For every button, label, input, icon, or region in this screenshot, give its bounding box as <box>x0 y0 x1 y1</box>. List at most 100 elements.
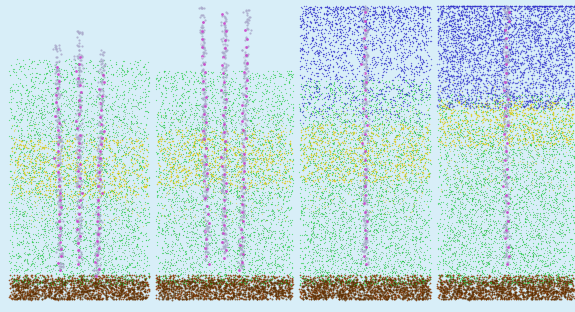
Point <box>434 97 443 102</box>
Point <box>26 96 36 101</box>
Point <box>169 75 178 80</box>
Point <box>400 289 409 294</box>
Point <box>385 230 394 235</box>
Point <box>87 85 97 90</box>
Point <box>131 156 140 161</box>
Point <box>163 292 172 297</box>
Point <box>6 168 16 173</box>
Point <box>478 52 487 57</box>
Point <box>374 101 384 106</box>
Point <box>463 22 472 27</box>
Point <box>24 290 33 295</box>
Point <box>525 222 534 227</box>
Point <box>198 216 207 221</box>
Point <box>273 280 282 285</box>
Point <box>170 186 179 191</box>
Point <box>383 83 392 88</box>
Point <box>526 66 535 71</box>
Point <box>509 76 518 81</box>
Point <box>336 243 346 248</box>
Point <box>546 8 555 13</box>
Point <box>199 224 208 229</box>
Point <box>310 10 320 15</box>
Point <box>459 134 469 139</box>
Point <box>514 251 523 256</box>
Point <box>193 138 202 143</box>
Point <box>446 275 455 280</box>
Point <box>376 101 385 106</box>
Point <box>540 7 550 12</box>
Point <box>113 170 122 175</box>
Point <box>254 232 263 237</box>
Point <box>406 164 415 169</box>
Point <box>181 197 190 202</box>
Point <box>28 202 37 207</box>
Point <box>28 260 37 265</box>
Point <box>488 212 497 217</box>
Point <box>246 134 255 139</box>
Point <box>325 216 335 221</box>
Point <box>360 77 369 82</box>
Point <box>490 184 500 189</box>
Point <box>92 217 101 222</box>
Point <box>347 90 356 95</box>
Point <box>329 220 339 225</box>
Point <box>5 222 14 227</box>
Point <box>274 279 283 284</box>
Point <box>400 294 409 299</box>
Point <box>234 120 243 125</box>
Point <box>236 280 245 285</box>
Point <box>481 88 490 93</box>
Point <box>384 7 393 12</box>
Point <box>199 78 208 83</box>
Point <box>228 137 237 142</box>
Point <box>461 180 470 185</box>
Point <box>328 21 337 26</box>
Point <box>358 83 367 88</box>
Point <box>196 104 205 109</box>
Point <box>463 87 472 92</box>
Point <box>168 99 178 104</box>
Point <box>424 137 433 142</box>
Point <box>452 295 461 300</box>
Point <box>562 103 571 108</box>
Point <box>178 261 187 266</box>
Point <box>374 277 383 282</box>
Point <box>405 11 414 16</box>
Point <box>547 168 557 173</box>
Point <box>218 227 228 232</box>
Point <box>301 176 310 181</box>
Point <box>221 141 230 146</box>
Point <box>355 128 365 133</box>
Point <box>312 280 321 285</box>
Point <box>472 96 481 101</box>
Point <box>254 277 263 282</box>
Point <box>371 139 380 144</box>
Point <box>220 72 229 77</box>
Point <box>477 89 486 94</box>
Point <box>534 121 543 126</box>
Point <box>493 146 502 151</box>
Point <box>472 14 481 19</box>
Point <box>546 104 555 109</box>
Point <box>458 227 467 232</box>
Point <box>270 191 279 196</box>
Point <box>498 236 507 241</box>
Point <box>218 14 227 19</box>
Point <box>242 102 251 107</box>
Point <box>69 107 78 112</box>
Point <box>385 120 394 125</box>
Point <box>115 161 124 166</box>
Point <box>205 121 214 126</box>
Point <box>354 240 363 245</box>
Point <box>204 115 213 120</box>
Point <box>458 193 467 198</box>
Point <box>350 267 359 272</box>
Point <box>167 268 177 273</box>
Point <box>371 157 381 162</box>
Point <box>32 285 41 290</box>
Point <box>235 81 244 86</box>
Point <box>451 112 461 117</box>
Point <box>344 243 354 248</box>
Point <box>241 287 250 292</box>
